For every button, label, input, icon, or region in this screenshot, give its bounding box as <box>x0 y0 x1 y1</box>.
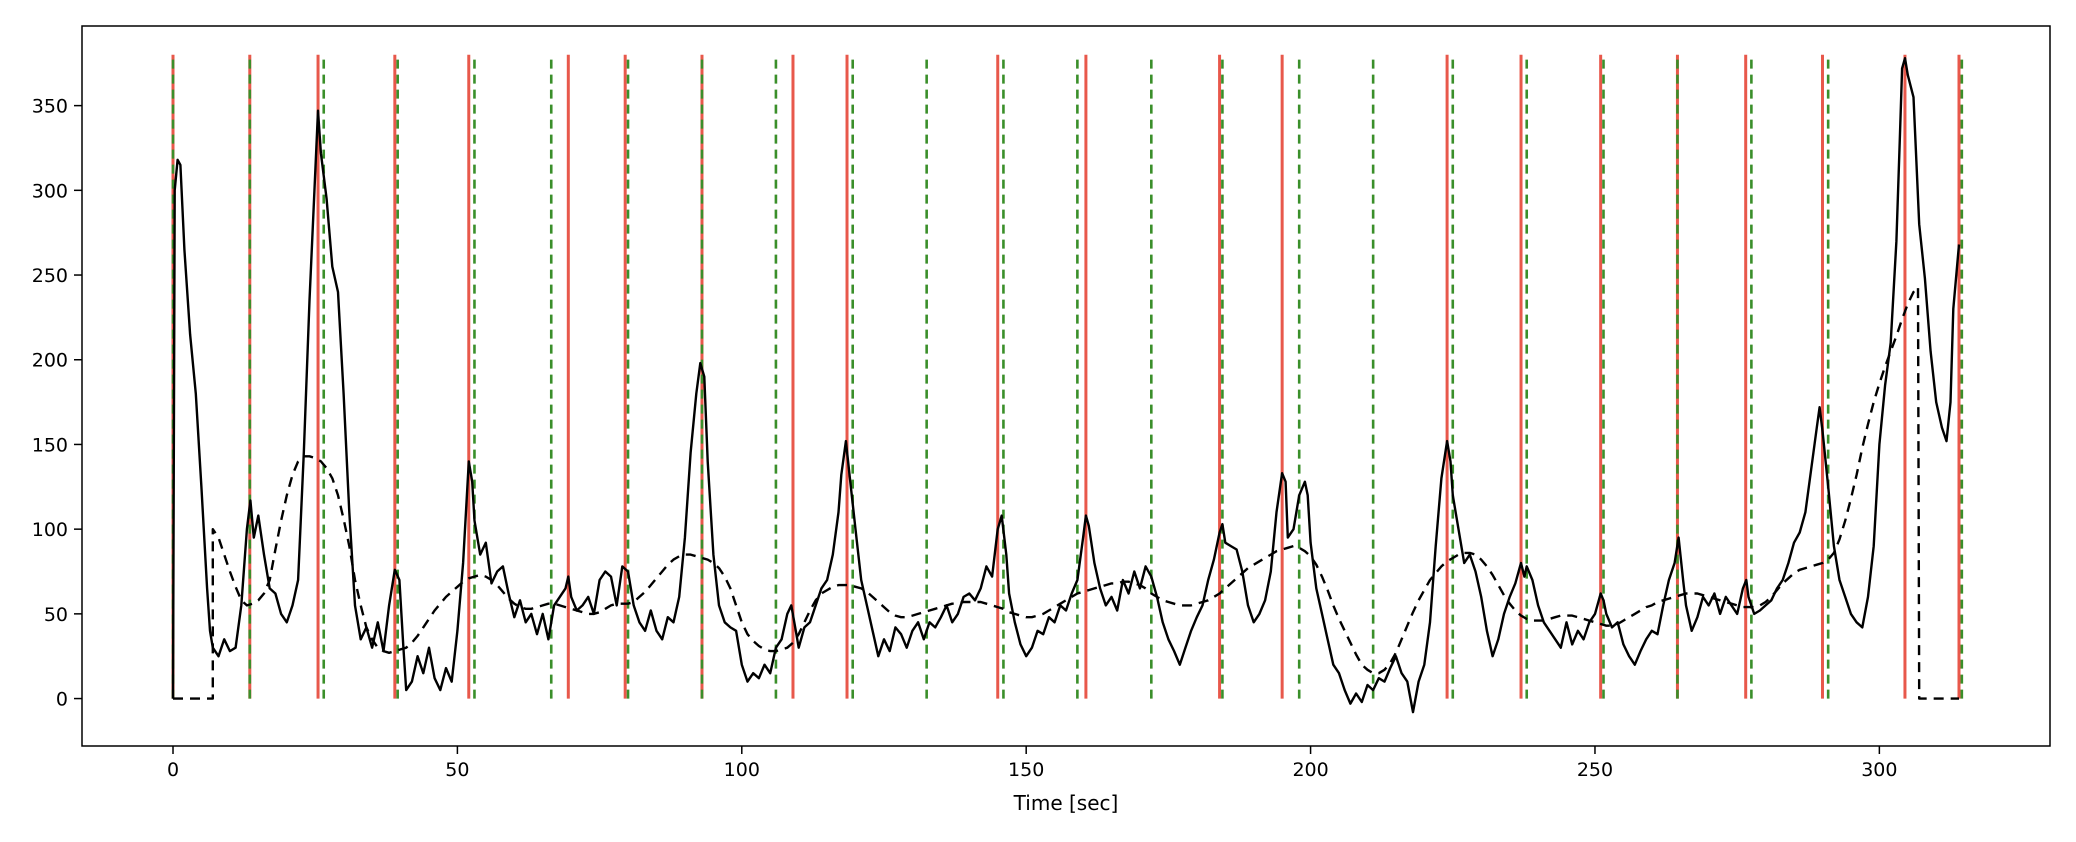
y-tick-label: 0 <box>56 689 68 711</box>
x-tick-label: 200 <box>1292 759 1328 781</box>
y-tick-label: 200 <box>32 350 68 372</box>
y-tick-label: 250 <box>32 265 68 287</box>
x-tick-label: 0 <box>167 759 179 781</box>
x-tick-label: 100 <box>724 759 760 781</box>
y-tick-label: 300 <box>32 180 68 202</box>
y-tick-label: 50 <box>44 604 68 626</box>
x-tick-label: 300 <box>1861 759 1897 781</box>
y-tick-label: 150 <box>32 434 68 456</box>
y-tick-label: 350 <box>32 96 68 118</box>
y-tick-label: 100 <box>32 519 68 541</box>
x-tick-label: 150 <box>1008 759 1044 781</box>
x-axis-title: Time [sec] <box>1013 791 1119 815</box>
x-tick-label: 50 <box>445 759 469 781</box>
x-tick-label: 250 <box>1577 759 1613 781</box>
